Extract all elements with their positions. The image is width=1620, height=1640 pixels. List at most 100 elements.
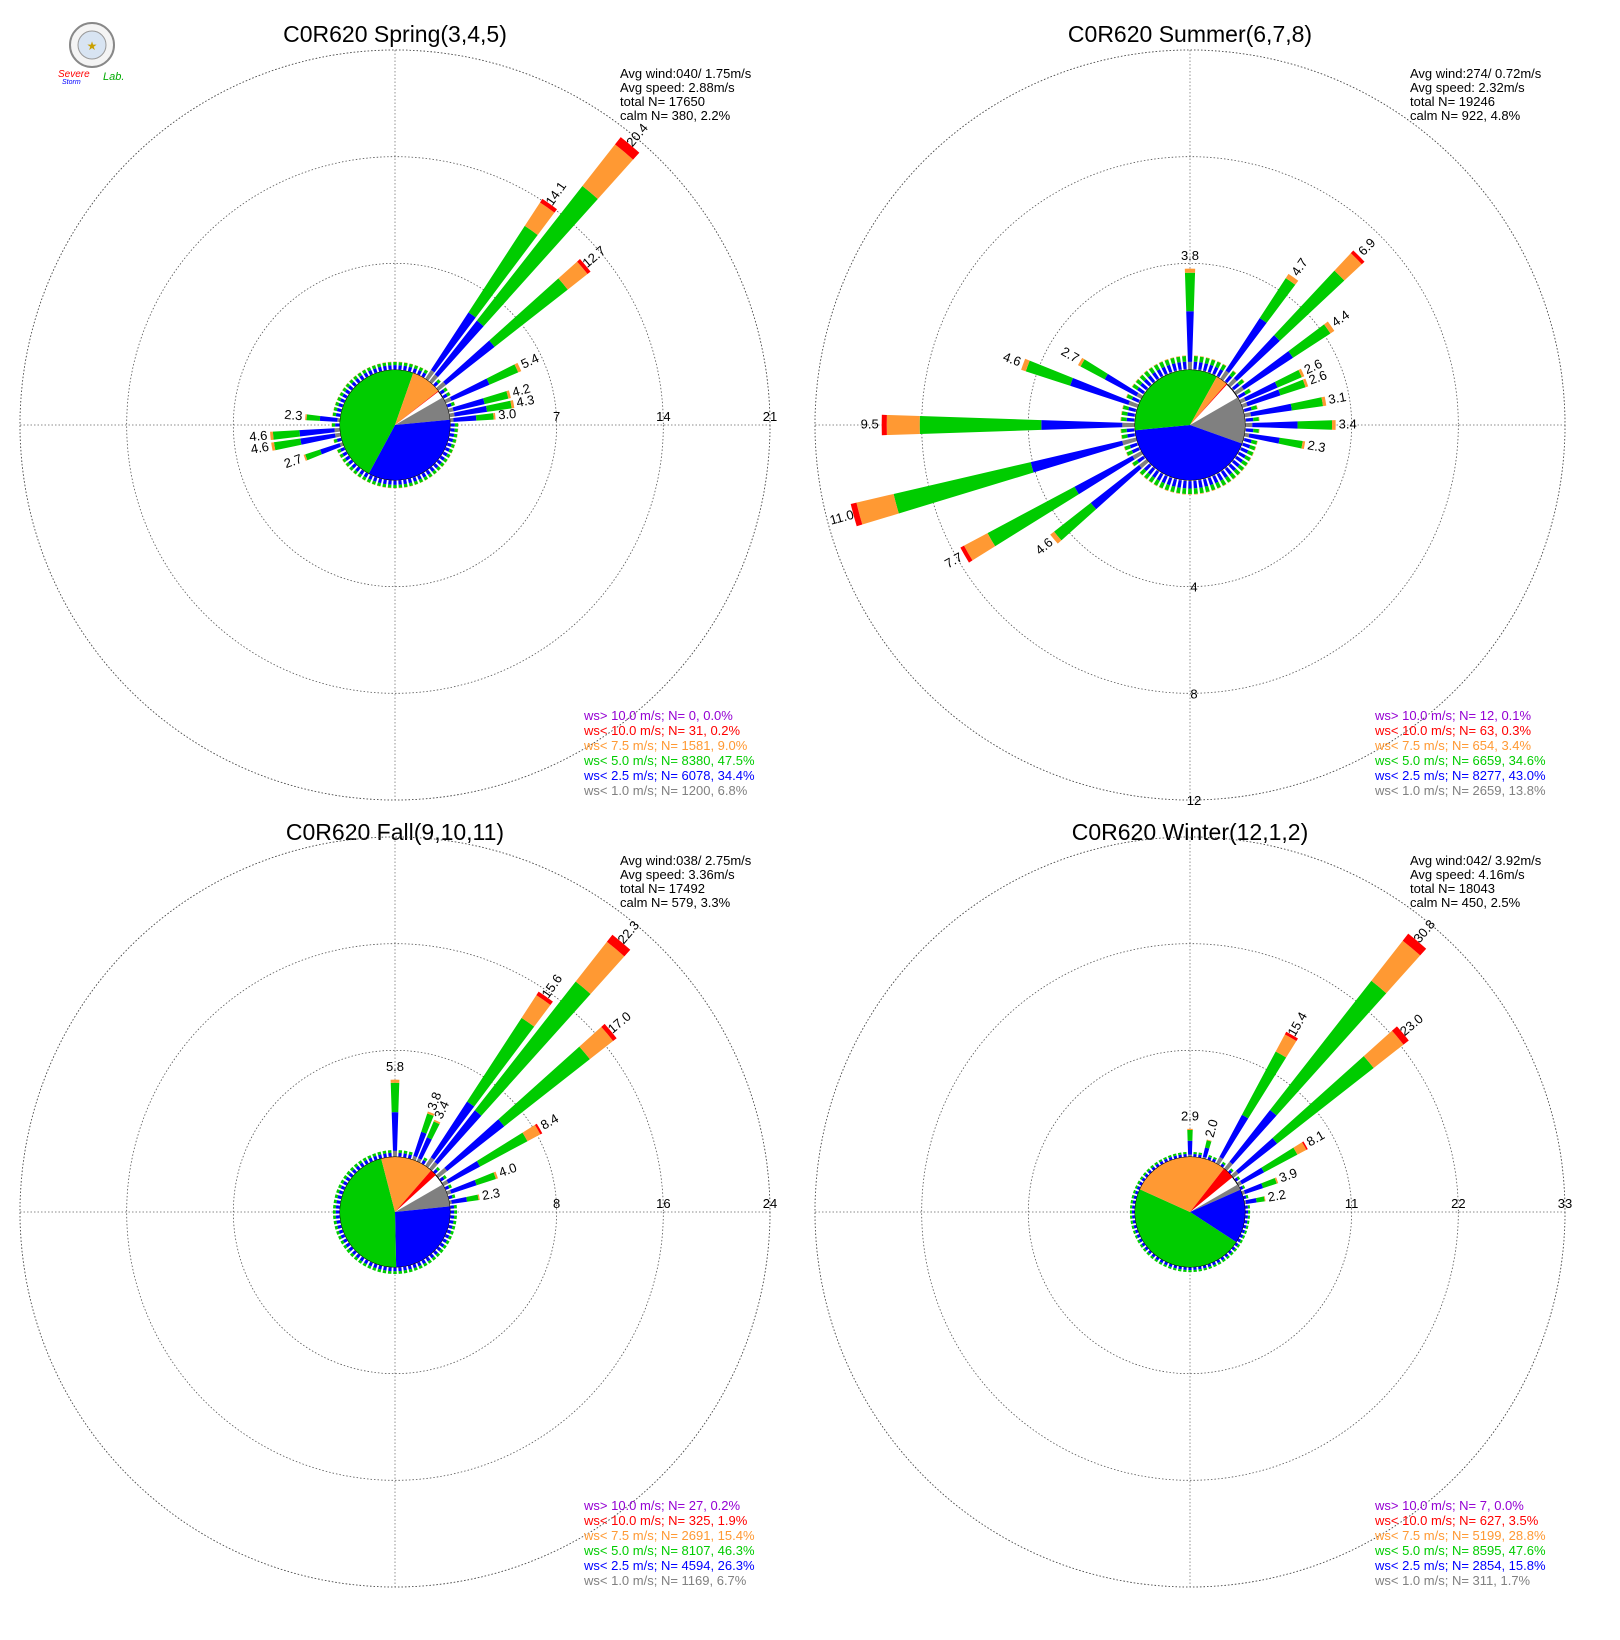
bar-segment-lt1 [447, 407, 454, 413]
bar-segment-lt25 [1166, 364, 1173, 373]
bar-segment-lt75 [477, 1194, 480, 1201]
bar-segment-lt5 [337, 448, 342, 454]
bar-segment-lt5 [334, 1194, 339, 1199]
bar-segment-lt25 [378, 1154, 383, 1159]
bar-segment-lt5 [1132, 459, 1140, 467]
bar-segment-lt75 [1254, 446, 1257, 451]
bar-value-label: 3.8 [424, 1090, 444, 1112]
ring-tick-label: 8 [1190, 686, 1197, 701]
bar-segment-lt5 [427, 473, 433, 478]
bar-segment-lt25 [1245, 1205, 1248, 1209]
bar-segment-lt75 [1237, 472, 1241, 476]
bar-segment-lt25 [1198, 362, 1203, 370]
bar-segment-lt25 [382, 479, 387, 485]
bar-segment-lt75 [1143, 370, 1148, 374]
bar-segment-lt75 [1139, 374, 1143, 378]
bar-segment-lt5 [362, 1157, 367, 1162]
bar-segment-lt1 [435, 1167, 448, 1179]
bar-segment-lt25 [348, 1172, 354, 1178]
bar-segment-lt5 [1229, 472, 1236, 480]
bar-segment-lt25 [1198, 480, 1203, 488]
bar-segment-lt75 [357, 372, 361, 375]
bar-segment-lt5 [1144, 370, 1151, 378]
bar-segment-lt75 [390, 1079, 400, 1083]
bar-segment-lt5 [450, 401, 455, 407]
bar-segment-lt25 [450, 428, 455, 432]
bar-segment-lt75 [1217, 361, 1222, 364]
bar-segment-lt75 [352, 375, 356, 378]
bar-segment-lt25 [421, 1259, 427, 1265]
legend-entry-gt10: ws> 10.0 m/s; N= 27, 0.2% [583, 1498, 741, 1513]
bar-segment-lt5 [454, 1210, 458, 1214]
bar-segment-lt5 [1253, 428, 1259, 433]
bar-segment-lt1 [1122, 437, 1138, 446]
bar-segment-lt75 [1363, 1030, 1404, 1068]
bar-segment-lt10 [1402, 933, 1427, 956]
bar-segment-lt5 [431, 1256, 437, 1261]
bar-segment-lt25 [1235, 455, 1244, 463]
legend: ws> 10.0 m/s; N= 7, 0.0%ws< 10.0 m/s; N=… [1374, 1498, 1546, 1588]
ring-tick-label: 33 [1558, 1196, 1572, 1211]
bar-segment-lt75 [1123, 446, 1126, 451]
bar-segment-lt25 [433, 1168, 439, 1174]
bar-segment-lt5 [342, 387, 347, 393]
bar-segment-lt25 [348, 385, 354, 391]
bar-segment-lt25 [450, 1210, 455, 1214]
bar-segment-lt25 [448, 1224, 453, 1229]
bar-segment-lt75 [1200, 492, 1205, 494]
bar-segment-lt5 [1176, 356, 1181, 363]
bar-segment-lt25 [1173, 1265, 1178, 1269]
chart-title: C0R620 Spring(3,4,5) [283, 21, 507, 47]
bar-segment-lt75 [1302, 378, 1309, 388]
bar-segment-lt75 [1324, 321, 1335, 334]
bar-segment-lt25 [1178, 1266, 1182, 1270]
legend-entry-lt5: ws< 5.0 m/s; N= 6659, 34.6% [1374, 753, 1546, 768]
bar-segment-lt5 [1229, 370, 1236, 378]
bar-segment-lt25 [444, 447, 450, 452]
bar-segment-lt25 [1241, 351, 1294, 390]
bar-segment-lt5 [427, 1259, 432, 1264]
logo-star-icon: ★ [87, 39, 98, 53]
bar-segment-lt25 [434, 320, 484, 378]
bar-segment-lt25 [1131, 396, 1140, 403]
bar-segment-lt25 [1177, 480, 1182, 488]
legend-entry-lt1: ws< 1.0 m/s; N= 1169, 6.7% [583, 1573, 747, 1588]
bar-segment-lt25 [383, 1266, 387, 1271]
bar-segment-lt25 [340, 398, 346, 403]
bar-segment-lt25 [1126, 417, 1135, 422]
legend-entry-gt10: ws> 10.0 m/s; N= 7, 0.0% [1374, 1498, 1524, 1513]
bar-segment-lt25 [1232, 459, 1240, 468]
bar-segment-lt25 [1138, 1181, 1143, 1186]
bar-segment-lt25 [436, 1246, 442, 1252]
bar-segment-lt25 [1234, 1177, 1239, 1182]
bar-segment-lt25 [407, 1154, 412, 1159]
bar-segment-lt25 [351, 1168, 357, 1174]
bar-segment-lt5 [453, 1215, 457, 1220]
bar-segment-lt5 [387, 484, 392, 488]
pie-slice-lt1 [1190, 1184, 1241, 1212]
bar-segment-lt5 [476, 1132, 528, 1167]
bar-segment-lt75 [333, 406, 335, 411]
bar-segment-lt5 [1250, 405, 1258, 411]
bar-segment-lt75 [1148, 480, 1152, 484]
bar-value-label: 2.7 [282, 451, 304, 471]
bar-segment-lt1 [1138, 458, 1150, 469]
bar-segment-lt5 [423, 475, 429, 481]
stats-line: calm N= 922, 4.8% [1410, 108, 1521, 123]
bar-segment-lt5 [408, 1151, 413, 1156]
bar-segment-lt25 [355, 1253, 361, 1259]
bar-segment-lt5 [919, 416, 1042, 434]
stats-line: calm N= 450, 2.5% [1410, 895, 1521, 910]
bar-segment-lt25 [425, 1256, 431, 1262]
bar-segment-lt25 [439, 389, 445, 395]
bar-segment-lt5 [1233, 468, 1241, 476]
bar-segment-lt75 [271, 442, 276, 451]
bar-segment-lt25 [425, 469, 431, 475]
bar-segment-lt5 [1121, 428, 1127, 433]
bar-segment-lt5 [1220, 364, 1227, 371]
bar-segment-lt75 [1232, 370, 1237, 374]
bar-segment-lt75 [1158, 361, 1163, 364]
bar-segment-lt75 [522, 1124, 541, 1142]
stats-line: total N= 17492 [620, 881, 705, 896]
bar-segment-lt5 [1272, 1056, 1374, 1144]
